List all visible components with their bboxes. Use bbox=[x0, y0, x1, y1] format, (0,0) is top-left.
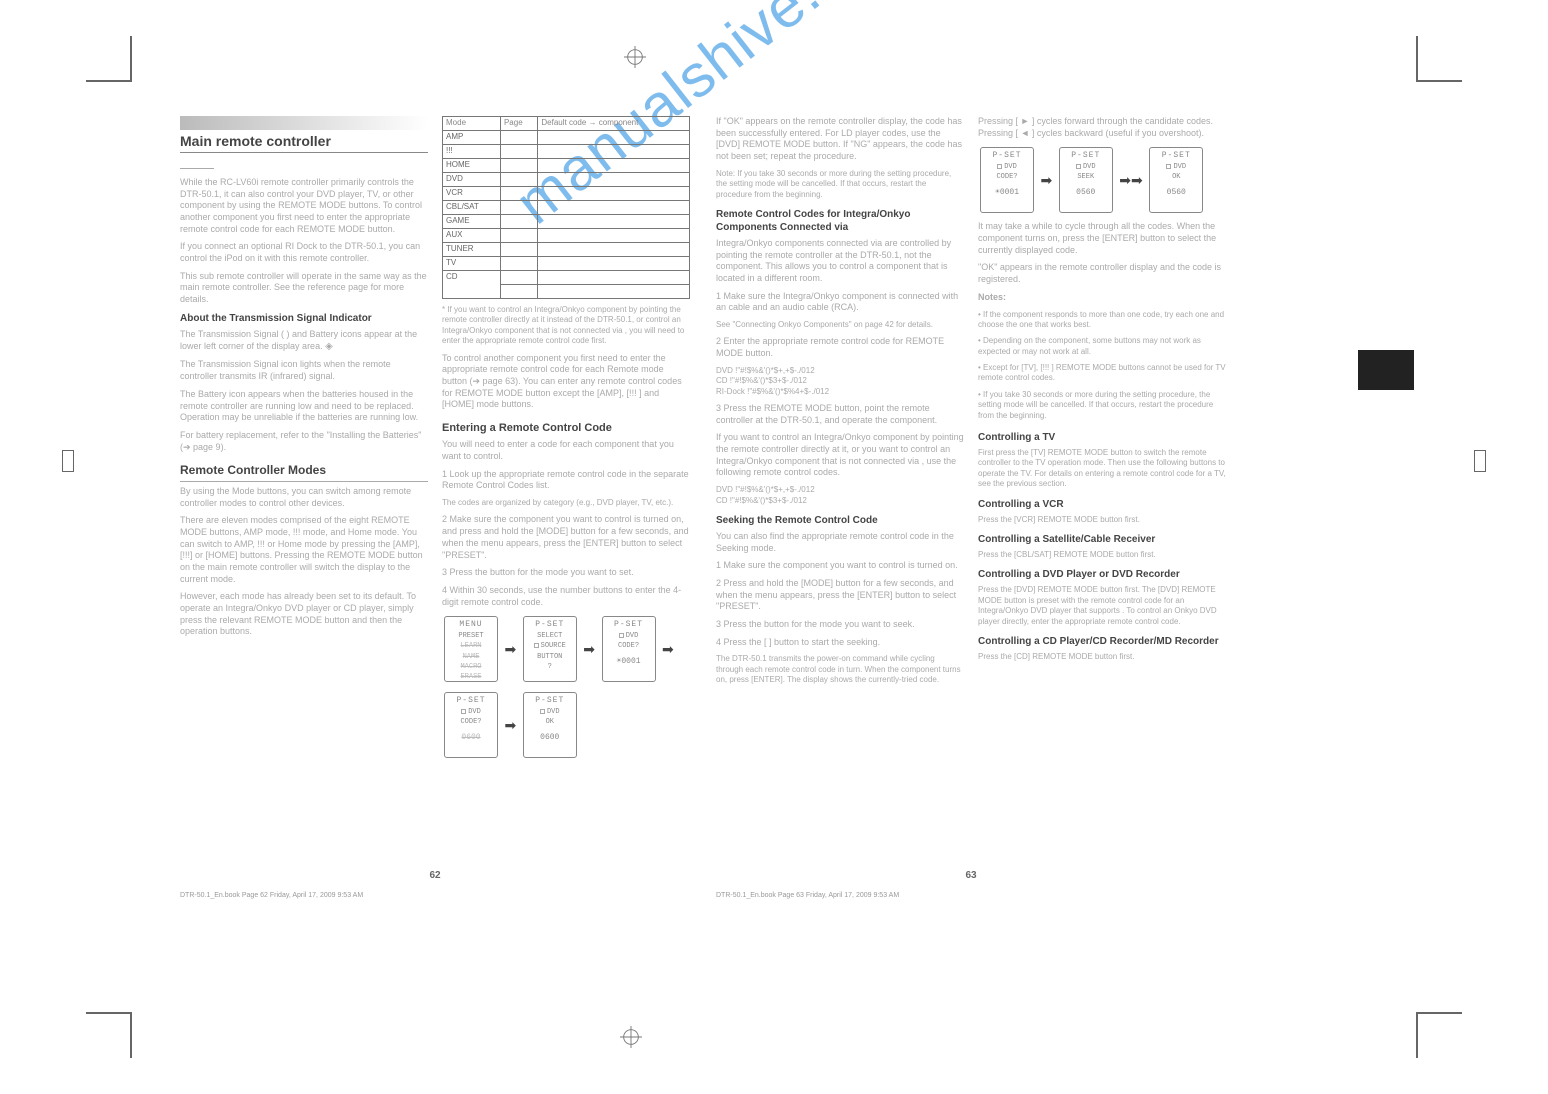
arrow-right-icon: ➡ bbox=[662, 640, 674, 658]
note-item: • Except for [TV], [!!! ] REMOTE MODE bu… bbox=[978, 363, 1226, 384]
arrow-right-icon: ➡ bbox=[505, 716, 517, 734]
crop-mark-tl bbox=[86, 36, 132, 82]
subheading: Controlling a CD Player/CD Recorder/MD R… bbox=[978, 635, 1226, 648]
divider bbox=[180, 159, 214, 169]
para: However, each mode has already been set … bbox=[180, 591, 428, 638]
bookmatter: DTR-50.1_En.book Page 63 Friday, April 1… bbox=[716, 891, 899, 900]
para: While the RC-LV60i remote controller pri… bbox=[180, 177, 428, 235]
subheading: Remote Controller Modes bbox=[180, 463, 428, 482]
subheading: Controlling a DVD Player or DVD Recorder bbox=[978, 568, 1226, 581]
note: Note: If you take 30 seconds or more dur… bbox=[716, 169, 964, 200]
para: The Transmission Signal ( ) and Battery … bbox=[180, 329, 428, 354]
lcd-pset-code: P-SET DVD CODE? ☀0001 bbox=[602, 616, 656, 682]
wifi-icon: ◈ bbox=[325, 341, 333, 352]
para: "OK" appears in the remote controller di… bbox=[978, 262, 1226, 285]
step-note: The codes are organized by category (e.g… bbox=[442, 498, 690, 508]
page-left: Main remote controller While the RC-LV60… bbox=[180, 116, 690, 876]
subheading: Controlling a Satellite/Cable Receiver bbox=[978, 533, 1226, 546]
para: Press the [CBL/SAT] REMOTE MODE button f… bbox=[978, 550, 1226, 560]
para: Press the [CD] REMOTE MODE button first. bbox=[978, 652, 1226, 662]
page-number: 63 bbox=[965, 869, 976, 882]
para: For battery replacement, refer to the "I… bbox=[180, 430, 428, 453]
arrow-right-icon: ➡ bbox=[583, 640, 595, 658]
lcd-pset-entered: P-SET DVD CODE? 0600 bbox=[444, 692, 498, 758]
para: Pressing [ ► ] cycles forward through th… bbox=[978, 116, 1226, 139]
lcd-sequence-2: P-SET DVD CODE? 0600 ➡ P-SET DVD OK 0600 bbox=[442, 690, 690, 760]
notes-heading: Notes: bbox=[978, 292, 1226, 304]
registration-mark-top bbox=[624, 46, 646, 68]
codes-table: ModePageDefault code → component AMP !!!… bbox=[442, 116, 690, 299]
note-item: • If the component responds to more than… bbox=[978, 310, 1226, 331]
step: 4 Press the [ ] button to start the seek… bbox=[716, 637, 964, 649]
arrow-right-icon: ➡➡ bbox=[1119, 171, 1142, 189]
step: 1 Look up the appropriate remote control… bbox=[442, 469, 690, 492]
lcd-menu: MENU PRESET LEARN NAME MACRO ERASE bbox=[444, 616, 498, 682]
step: 3 Press the button for the mode you want… bbox=[442, 567, 690, 579]
para: If "OK" appears on the remote controller… bbox=[716, 116, 964, 163]
subheading: Controlling a VCR bbox=[978, 498, 1226, 511]
step: 1 Make sure the component you want to co… bbox=[716, 560, 964, 572]
color-bar-right bbox=[1474, 450, 1486, 472]
lcd-sequence-seek: P-SET DVD CODE? ☀0001 ➡ P-SET DVD SEEK 0… bbox=[978, 145, 1226, 215]
lcd-seek-3: P-SET DVD OK 0560 bbox=[1149, 147, 1203, 213]
footnote: * If you want to control an Integra/Onky… bbox=[442, 305, 690, 347]
para: Press the [DVD] REMOTE MODE button first… bbox=[978, 585, 1226, 627]
para: You will need to enter a code for each c… bbox=[442, 439, 690, 462]
para: The Transmission Signal icon lights when… bbox=[180, 359, 428, 382]
lcd-seek-2: P-SET DVD SEEK 0560 bbox=[1059, 147, 1113, 213]
para: It may take a while to cycle through all… bbox=[978, 221, 1226, 256]
page-right: If "OK" appears on the remote controller… bbox=[716, 116, 1226, 876]
section-title: Main remote controller bbox=[180, 116, 428, 153]
para: To control another component you first n… bbox=[442, 353, 690, 411]
crop-mark-br bbox=[1416, 1012, 1462, 1058]
arrow-right-icon: ➡ bbox=[505, 640, 517, 658]
step-note: See "Connecting Onkyo Components" on pag… bbox=[716, 320, 964, 330]
code-list: DVD !"#!$%&'()*$+,+$-./012 CD !"#!$%&'()… bbox=[716, 366, 964, 397]
note-item: • Depending on the component, some butto… bbox=[978, 336, 1226, 357]
step: 3 Press the button for the mode you want… bbox=[716, 619, 964, 631]
subheading: Seeking the Remote Control Code bbox=[716, 514, 964, 527]
step-note: The DTR-50.1 transmits the power-on comm… bbox=[716, 654, 964, 685]
para: This sub remote controller will operate … bbox=[180, 271, 428, 306]
subheading: Controlling a TV bbox=[978, 431, 1226, 444]
registration-mark-bottom bbox=[620, 1026, 642, 1048]
lcd-pset-select: P-SET SELECT SOURCE BUTTON ? bbox=[523, 616, 577, 682]
step: 2 Enter the appropriate remote control c… bbox=[716, 336, 964, 359]
bookmatter: DTR-50.1_En.book Page 62 Friday, April 1… bbox=[180, 891, 363, 900]
arrow-right-icon: ➡ bbox=[1041, 171, 1053, 189]
note-item: • If you take 30 seconds or more during … bbox=[978, 390, 1226, 421]
crop-mark-tr bbox=[1416, 36, 1462, 82]
para: Integra/Onkyo components connected via a… bbox=[716, 238, 964, 285]
crop-mark-bl bbox=[86, 1012, 132, 1058]
lcd-pset-ok: P-SET DVD OK 0600 bbox=[523, 692, 577, 758]
para: Press the [VCR] REMOTE MODE button first… bbox=[978, 515, 1226, 525]
subheading: Entering a Remote Control Code bbox=[442, 421, 690, 435]
code-list: DVD !"#!$%&'()*$+,+$-./012 CD !"#!$%&'()… bbox=[716, 485, 964, 506]
step: 1 Make sure the Integra/Onkyo component … bbox=[716, 291, 964, 314]
lcd-seek-1: P-SET DVD CODE? ☀0001 bbox=[980, 147, 1034, 213]
step: 2 Press and hold the [MODE] button for a… bbox=[716, 578, 964, 613]
color-bar-left bbox=[62, 450, 74, 472]
para: There are eleven modes comprised of the … bbox=[180, 515, 428, 585]
para: By using the Mode buttons, you can switc… bbox=[180, 486, 428, 509]
para: You can also find the appropriate remote… bbox=[716, 531, 964, 554]
para: If you connect an optional RI Dock to th… bbox=[180, 241, 428, 264]
page-number: 62 bbox=[429, 869, 440, 882]
subheading: About the Transmission Signal Indicator bbox=[180, 312, 428, 325]
title-text: Main remote controller bbox=[180, 133, 331, 149]
para: First press the [TV] REMOTE MODE button … bbox=[978, 448, 1226, 490]
para: The Battery icon appears when the batter… bbox=[180, 389, 428, 424]
step: 4 Within 30 seconds, use the number butt… bbox=[442, 585, 690, 608]
step: 2 Make sure the component you want to co… bbox=[442, 514, 690, 561]
language-tab-en bbox=[1358, 350, 1414, 390]
step: 3 Press the REMOTE MODE button, point th… bbox=[716, 403, 964, 426]
lcd-sequence-1: MENU PRESET LEARN NAME MACRO ERASE ➡ P-S… bbox=[442, 614, 690, 684]
para: If you want to control an Integra/Onkyo … bbox=[716, 432, 964, 479]
subheading: Remote Control Codes for Integra/Onkyo C… bbox=[716, 208, 964, 234]
